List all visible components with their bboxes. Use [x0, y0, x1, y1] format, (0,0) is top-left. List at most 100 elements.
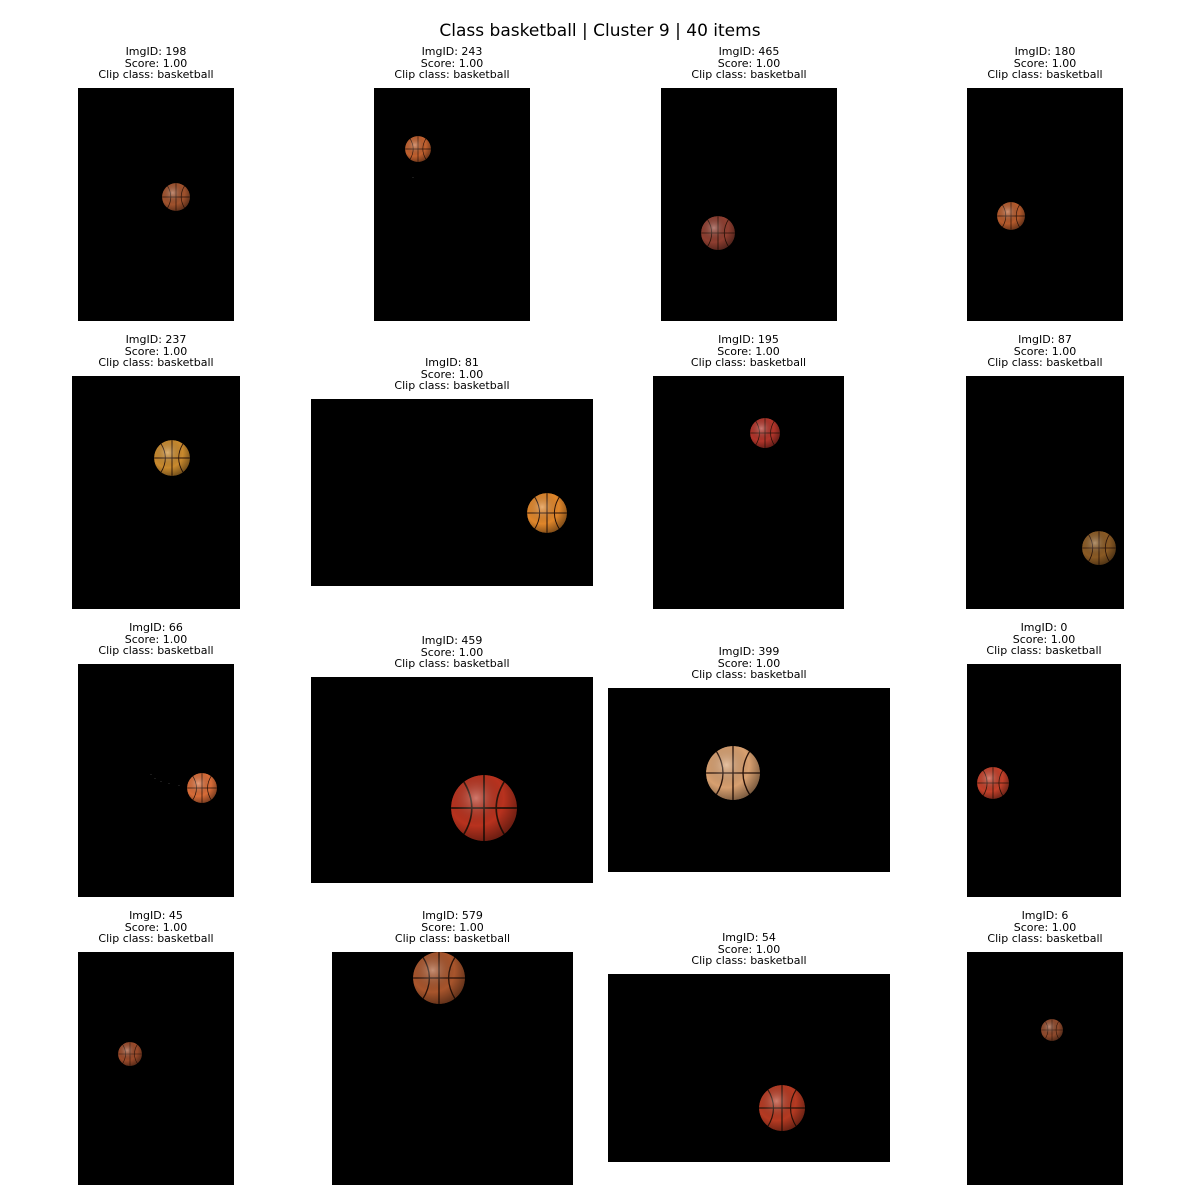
score-label: Score: 1.00 [1012, 632, 1076, 646]
tile-caption: ImgID: 399 Score: 1.00 Clip class: basketb… [649, 646, 849, 681]
mask-speck [178, 785, 180, 786]
clip-class-label: Clip class: basketball [691, 68, 807, 82]
img-id-label: ImgID: 465 [718, 45, 780, 58]
clip-class-label: Clip class: basketball [98, 356, 214, 370]
clip-class-label: Clip class: basketball [987, 68, 1103, 82]
score-label: Score: 1.00 [1013, 920, 1077, 934]
basketball-icon [706, 746, 760, 800]
score-label: Score: 1.00 [420, 645, 484, 659]
basketball-icon [405, 136, 431, 162]
mask-speck [168, 783, 170, 784]
img-id-label: ImgID: 579 [422, 909, 483, 922]
thumbnail-image[interactable] [661, 88, 837, 321]
img-id-label: ImgID: 237 [125, 333, 187, 346]
tile-caption: ImgID: 180 Score: 1.00 Clip class: basketb… [945, 46, 1145, 81]
thumbnail-image[interactable] [967, 88, 1123, 321]
mask-speck [412, 177, 414, 178]
score-label: Score: 1.00 [421, 920, 484, 934]
clip-class-label: Clip class: basketball [691, 954, 807, 968]
img-id-label: ImgID: 6 [1021, 909, 1069, 922]
thumbnail-image[interactable] [72, 376, 240, 609]
img-id-label: ImgID: 66 [129, 621, 183, 634]
clip-class-label: Clip class: basketball [394, 379, 510, 393]
thumbnail-image[interactable] [374, 88, 530, 321]
thumbnail-image[interactable] [966, 376, 1124, 609]
score-label: Score: 1.00 [717, 942, 781, 956]
img-id-label: ImgID: 0 [1020, 621, 1068, 634]
thumbnail-image[interactable] [311, 399, 593, 586]
basketball-icon [701, 216, 735, 250]
tile-caption: ImgID: 243 Score: 1.00 Clip class: basketb… [352, 46, 552, 81]
basketball-icon [750, 418, 780, 448]
thumbnail-image[interactable] [78, 952, 234, 1185]
thumbnail-image[interactable] [311, 677, 593, 883]
clip-class-label: Clip class: basketball [98, 68, 214, 82]
score-label: Score: 1.00 [717, 656, 781, 670]
score-label: Score: 1.00 [124, 56, 188, 70]
thumbnail-image[interactable] [78, 664, 234, 897]
clip-class-label: Clip class: basketball [986, 644, 1102, 658]
tile-caption: ImgID: 6 Score: 1.00 Clip class: basketbal… [945, 910, 1145, 945]
clip-class-label: Clip class: basketball [690, 356, 807, 370]
clip-class-label: Clip class: basketball [987, 356, 1103, 370]
tile-caption: ImgID: 54 Score: 1.00 Clip class: basketba… [649, 932, 849, 967]
basketball-icon [187, 773, 217, 803]
tile-caption: ImgID: 45 Score: 1.00 Clip class: basketba… [56, 910, 256, 945]
basketball-icon [759, 1085, 805, 1131]
thumbnail-image[interactable] [78, 88, 234, 321]
thumbnail-image[interactable] [332, 952, 573, 1185]
tile-caption: ImgID: 0 Score: 1.00 Clip class: basketbal… [944, 622, 1144, 657]
basketball-icon [162, 183, 190, 211]
basketball-icon [154, 440, 190, 476]
tile-caption: ImgID: 87 Score: 1.00 Clip class: basketba… [945, 334, 1145, 369]
basketball-icon [451, 775, 517, 841]
tile-caption: ImgID: 198 Score: 1.00 Clip class: basketb… [56, 46, 256, 81]
mask-speck [160, 781, 162, 782]
thumbnail-image[interactable] [608, 688, 890, 872]
tile-caption: ImgID: 66 Score: 1.00 Clip class: basketba… [56, 622, 256, 657]
img-id-label: ImgID: 54 [722, 931, 776, 944]
img-id-label: ImgID: 81 [425, 356, 479, 369]
basketball-icon [997, 202, 1025, 230]
basketball-icon [1041, 1019, 1063, 1041]
img-id-label: ImgID: 198 [125, 45, 187, 58]
clip-class-label: Clip class: basketball [987, 932, 1103, 946]
score-label: Score: 1.00 [124, 632, 188, 646]
score-label: Score: 1.00 [717, 344, 780, 358]
page-title: Class basketball | Cluster 9 | 40 items [439, 21, 761, 41]
thumbnail-image[interactable] [967, 952, 1123, 1185]
img-id-label: ImgID: 87 [1018, 333, 1072, 346]
tile-caption: ImgID: 465 Score: 1.00 Clip class: basketb… [649, 46, 849, 81]
score-label: Score: 1.00 [1013, 344, 1077, 358]
tile-caption: ImgID: 237 Score: 1.00 Clip class: basketb… [56, 334, 256, 369]
img-id-label: ImgID: 180 [1014, 45, 1076, 58]
clip-class-label: Clip class: basketball [98, 644, 214, 658]
basketball-icon [413, 952, 465, 1004]
score-label: Score: 1.00 [124, 920, 188, 934]
basketball-icon [1082, 531, 1116, 565]
clip-class-label: Clip class: basketball [394, 68, 510, 82]
tile-caption: ImgID: 195 Score: 1.00 Clip class: basketb… [649, 334, 849, 369]
tile-caption: ImgID: 81 Score: 1.00 Clip class: basketba… [352, 357, 552, 392]
img-id-label: ImgID: 399 [718, 645, 780, 658]
tile-caption: ImgID: 579 Score: 1.00 Clip class: basketb… [353, 910, 553, 945]
basketball-icon [118, 1042, 142, 1066]
tile-caption: ImgID: 459 Score: 1.00 Clip class: basketb… [352, 635, 552, 670]
thumbnail-image[interactable] [653, 376, 844, 609]
thumbnail-image[interactable] [608, 974, 890, 1162]
score-label: Score: 1.00 [420, 367, 484, 381]
basketball-icon [527, 493, 567, 533]
score-label: Score: 1.00 [124, 344, 188, 358]
thumbnail-image[interactable] [967, 664, 1121, 897]
mask-speck [154, 778, 156, 779]
score-label: Score: 1.00 [717, 56, 781, 70]
clip-class-label: Clip class: basketball [691, 668, 807, 682]
clip-class-label: Clip class: basketball [394, 932, 511, 946]
basketball-icon [977, 767, 1009, 799]
img-id-label: ImgID: 459 [421, 634, 483, 647]
img-id-label: ImgID: 45 [129, 909, 183, 922]
mask-speck [150, 774, 152, 775]
img-id-label: ImgID: 195 [718, 333, 779, 346]
clip-class-label: Clip class: basketball [394, 657, 510, 671]
img-id-label: ImgID: 243 [421, 45, 483, 58]
